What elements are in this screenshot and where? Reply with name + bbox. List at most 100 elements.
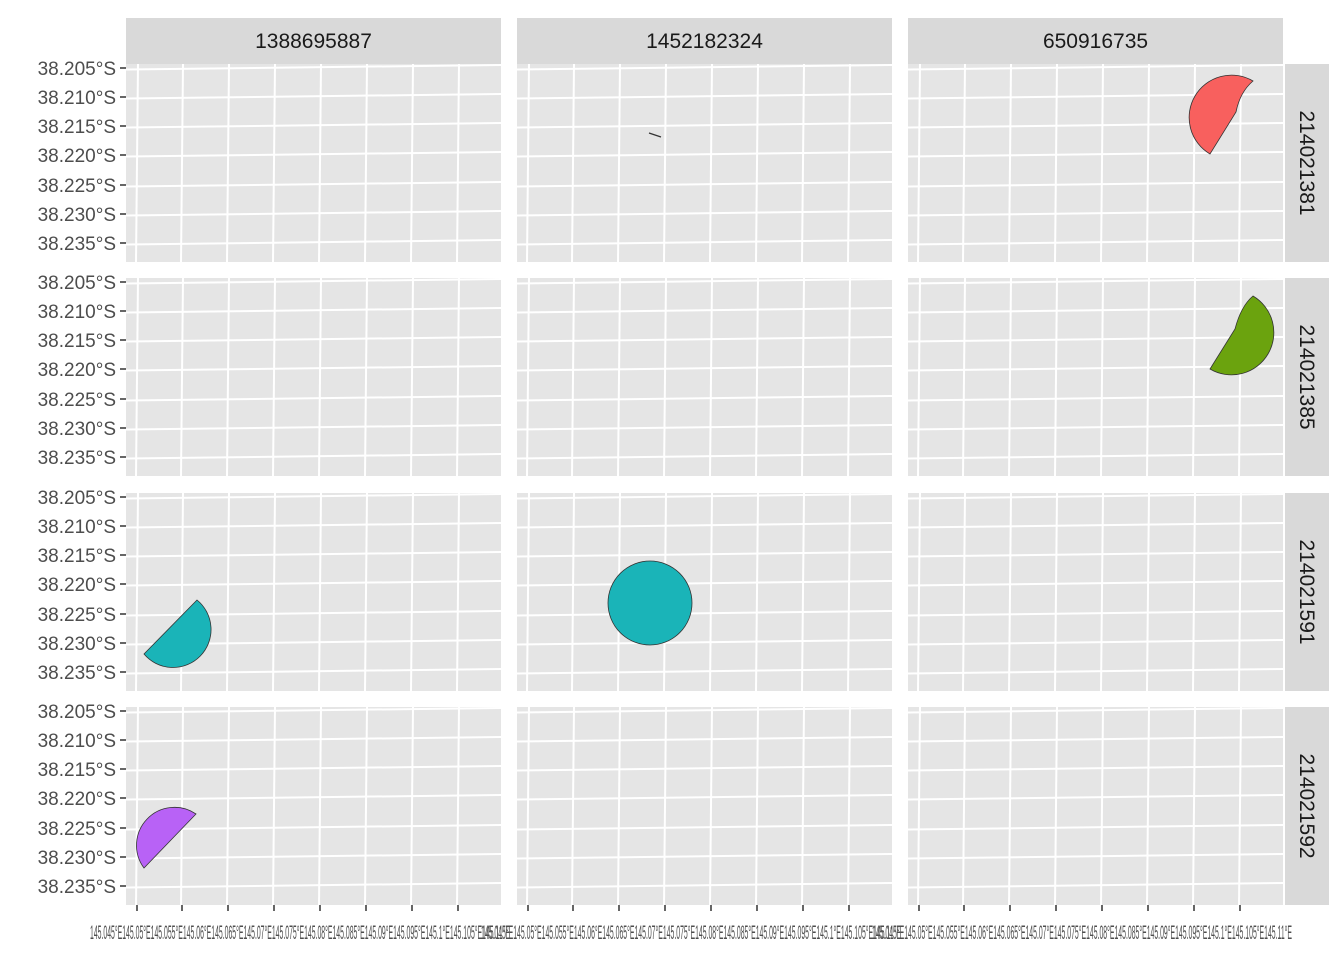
grid-line-h: [907, 493, 1284, 500]
grid-line-h: [907, 336, 1284, 343]
grid-line-v: [1146, 706, 1150, 906]
grid-line-v: [617, 277, 621, 477]
grid-line-v: [526, 492, 530, 692]
y-tick-label: 38.235°S: [38, 877, 116, 898]
grid-line-h: [516, 522, 893, 529]
grid-line-v: [1192, 277, 1196, 477]
facet-label-col: 1452182324: [646, 30, 763, 53]
grid-line-h: [125, 551, 502, 558]
grid-line-h: [125, 395, 502, 402]
grid-line-v: [847, 706, 851, 906]
grid-line-h: [516, 668, 893, 675]
grid-line-h: [516, 64, 893, 71]
grid-line-v: [526, 706, 530, 906]
grid-line-h: [125, 522, 502, 529]
grid-line-h: [516, 424, 893, 431]
grid-line-v: [272, 492, 276, 692]
panel-214021381-1388695887: [125, 63, 502, 263]
grid-line-v: [1146, 492, 1150, 692]
grid-line-h: [516, 824, 893, 831]
grid-line-h: [907, 307, 1284, 314]
y-tick-label: 38.220°S: [38, 146, 116, 167]
grid-line-v: [917, 277, 921, 477]
panel-214021592-1452182324: [516, 706, 893, 906]
grid-line-v: [1100, 492, 1104, 692]
grid-line-h: [907, 278, 1284, 285]
grid-line-v: [917, 706, 921, 906]
facet-label-row: 214021591: [1295, 539, 1318, 644]
grid-line-h: [516, 122, 893, 129]
grid-line-h: [907, 395, 1284, 402]
grid-line-h: [907, 64, 1284, 71]
grid-line-v: [318, 706, 322, 906]
y-tick-label: 38.220°S: [38, 789, 116, 810]
grid-line-h: [907, 824, 1284, 831]
grid-line-v: [663, 63, 667, 263]
grid-line-h: [516, 365, 893, 372]
shape-214021385-650916735: [1209, 295, 1275, 376]
grid-line-h: [907, 580, 1284, 587]
grid-line-v: [1192, 706, 1196, 906]
grid-line-v: [226, 492, 230, 692]
shape-214021591-1452182324: [607, 560, 693, 646]
grid-line-h: [907, 551, 1284, 558]
grid-line-h: [125, 853, 502, 860]
grid-line-h: [516, 580, 893, 587]
panel-214021591-1452182324: [516, 492, 893, 692]
grid-line-h: [907, 610, 1284, 617]
grid-line-v: [801, 706, 805, 906]
y-tick-label: 38.225°S: [38, 176, 116, 197]
facet-label-col: 1388695887: [255, 30, 372, 53]
grid-line-h: [125, 882, 502, 889]
grid-line-h: [516, 278, 893, 285]
facet-label-row: 214021385: [1295, 324, 1318, 429]
shape-214021381-1452182324: [648, 132, 662, 138]
grid-line-v: [1100, 706, 1104, 906]
grid-line-v: [1146, 277, 1150, 477]
grid-line-v: [571, 492, 575, 692]
grid-line-v: [135, 277, 139, 477]
grid-line-v: [1054, 63, 1058, 263]
grid-line-v: [1146, 63, 1150, 263]
grid-line-h: [125, 765, 502, 772]
grid-line-v: [364, 492, 368, 692]
grid-line-v: [617, 706, 621, 906]
grid-line-h: [516, 853, 893, 860]
panel-214021591-650916735: [907, 492, 1284, 692]
grid-line-v: [410, 706, 414, 906]
grid-line-v: [847, 277, 851, 477]
grid-line-v: [410, 277, 414, 477]
grid-line-v: [801, 63, 805, 263]
grid-line-v: [962, 706, 966, 906]
grid-line-v: [801, 492, 805, 692]
grid-line-v: [272, 63, 276, 263]
y-tick-label: 38.205°S: [38, 59, 116, 80]
grid-line-h: [516, 336, 893, 343]
grid-line-v: [1100, 277, 1104, 477]
grid-line-h: [125, 668, 502, 675]
grid-line-h: [516, 307, 893, 314]
y-tick-label: 38.205°S: [38, 488, 116, 509]
grid-line-v: [1192, 492, 1196, 692]
y-tick-label: 38.235°S: [38, 663, 116, 684]
grid-line-h: [516, 639, 893, 646]
grid-line-h: [125, 824, 502, 831]
panel-214021385-1388695887: [125, 277, 502, 477]
panel-214021381-1452182324: [516, 63, 893, 263]
grid-line-v: [709, 706, 713, 906]
grid-line-v: [1008, 63, 1012, 263]
grid-line-v: [526, 277, 530, 477]
grid-line-h: [125, 736, 502, 743]
grid-line-h: [125, 453, 502, 460]
grid-line-v: [135, 492, 139, 692]
grid-line-v: [526, 63, 530, 263]
grid-line-v: [755, 277, 759, 477]
grid-line-v: [962, 277, 966, 477]
grid-line-v: [364, 63, 368, 263]
grid-line-h: [516, 239, 893, 246]
grid-line-h: [907, 853, 1284, 860]
grid-line-h: [125, 151, 502, 158]
grid-line-v: [962, 492, 966, 692]
x-tick-labels: 145.045°E145.05°E145.055°E145.06°E145.06…: [481, 923, 901, 944]
grid-line-v: [1100, 63, 1104, 263]
